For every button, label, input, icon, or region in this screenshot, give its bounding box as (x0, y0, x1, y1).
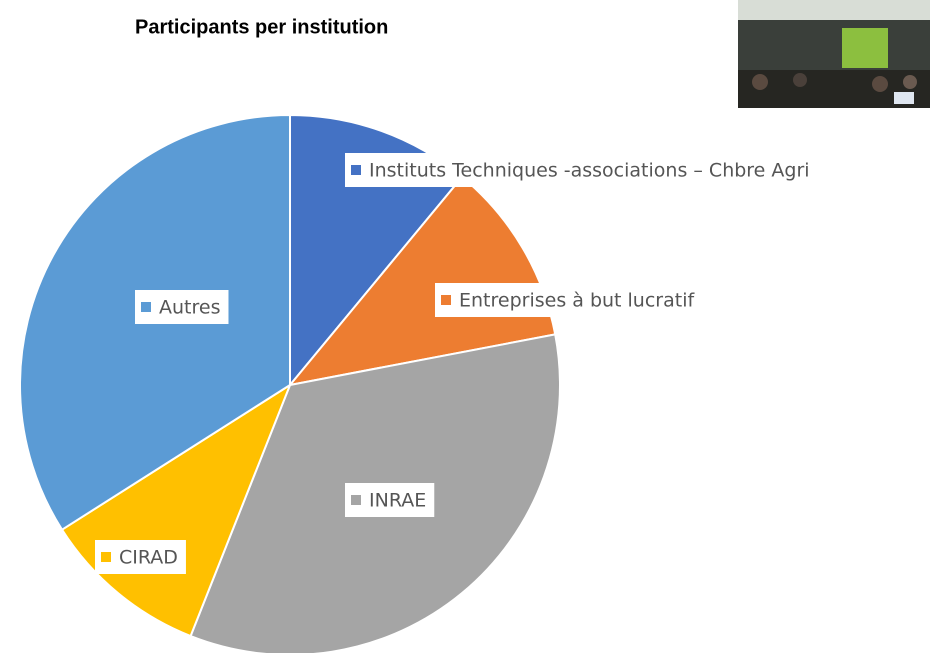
photo (738, 0, 930, 108)
chart-title: Participants per institution (135, 16, 388, 38)
data-label: Instituts Techniques -associations – Chb… (345, 153, 818, 187)
label-text: Autres (159, 297, 220, 319)
label-marker (351, 165, 361, 175)
data-label: INRAE (345, 483, 435, 517)
label-marker (351, 495, 361, 505)
label-box (435, 283, 703, 317)
data-label: CIRAD (95, 540, 186, 574)
label-text: Entreprises à but lucratif (459, 290, 695, 312)
label-text: Instituts Techniques -associations – Chb… (369, 160, 810, 182)
data-label: Entreprises à but lucratif (435, 283, 703, 317)
label-box (345, 153, 818, 187)
label-marker (101, 552, 111, 562)
data-label: Autres (135, 290, 229, 324)
label-text: CIRAD (119, 547, 178, 569)
label-text: INRAE (369, 490, 426, 512)
label-marker (441, 295, 451, 305)
label-marker (141, 302, 151, 312)
